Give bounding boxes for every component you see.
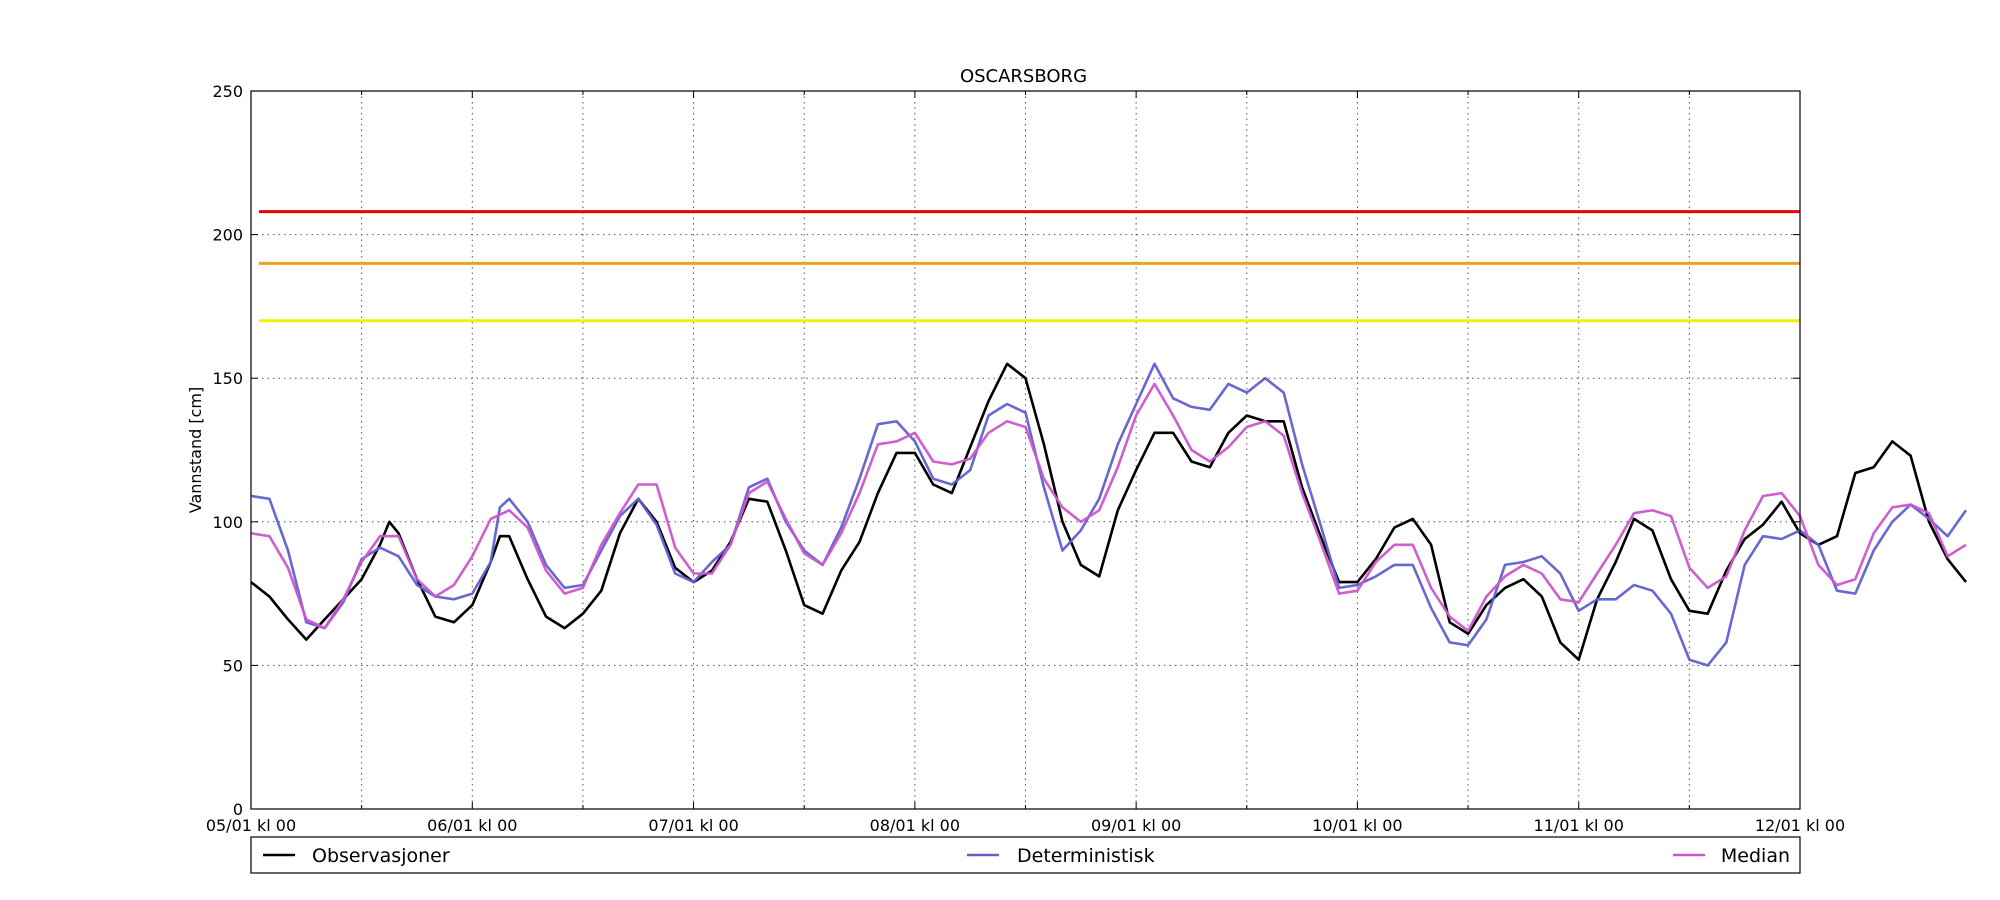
y-tick-label: 200	[212, 226, 243, 245]
x-tick-label: 11/01 kl 00	[1534, 816, 1624, 835]
x-axis: 05/01 kl 00 06/01 kl 00 07/01 kl 00 08/01 k…	[206, 91, 1845, 835]
series-line-deterministisk	[250, 362, 1968, 667]
y-tick-label: 250	[212, 82, 243, 101]
grid-lines	[251, 91, 1800, 809]
legend-box	[250, 836, 1801, 874]
y-axis-label: Vannstand [cm]	[186, 387, 205, 513]
series-line-median	[250, 382, 1967, 633]
legend-label-median: Median	[1721, 845, 1790, 867]
series-line-observasjoner	[250, 362, 1968, 662]
x-tick-label: 06/01 kl 00	[427, 816, 517, 835]
y-tick-label: 0	[233, 800, 243, 819]
threshold-lines	[259, 210, 1800, 323]
y-axis: 0 50 100 150 200 250	[212, 82, 1800, 819]
chart-title: OSCARSBORG	[960, 66, 1087, 87]
x-tick-label: 08/01 kl 00	[870, 816, 960, 835]
legend-label-observasjoner: Observasjoner	[312, 845, 450, 867]
y-tick-label: 100	[212, 513, 243, 532]
y-tick-label: 150	[212, 369, 243, 388]
x-tick-label: 09/01 kl 00	[1091, 816, 1181, 835]
x-tick-label: 12/01 kl 00	[1755, 816, 1845, 835]
legend: Observasjoner Deterministisk Median	[250, 836, 1801, 874]
x-tick-label: 07/01 kl 00	[648, 816, 738, 835]
legend-label-deterministisk: Deterministisk	[1017, 845, 1155, 867]
series-lines	[250, 362, 1968, 667]
y-tick-label: 50	[223, 656, 243, 675]
x-tick-label: 05/01 kl 00	[206, 816, 296, 835]
x-tick-label: 10/01 kl 00	[1312, 816, 1402, 835]
